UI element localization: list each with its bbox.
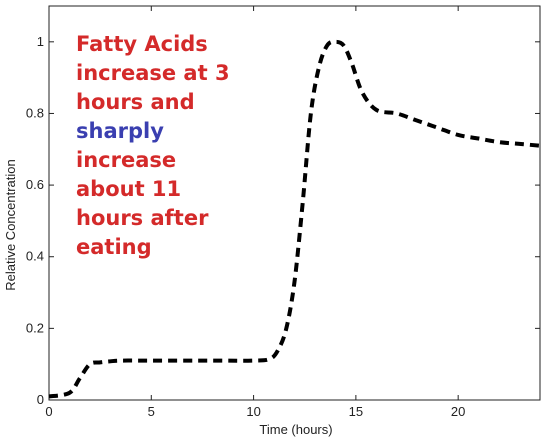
chart-annotation: Fatty Acids increase at 3 hours and shar… (76, 30, 256, 262)
y-tick-label: 0 (37, 392, 44, 407)
annotation-line: about 11 (76, 177, 182, 201)
x-tick-label: 0 (45, 404, 52, 419)
annotation-line: hours and (76, 90, 195, 114)
annotation-line: increase (76, 148, 177, 172)
annotation-line: eating (76, 235, 152, 259)
ticks: 0 5 10 15 20 0 0.2 0.4 0.6 0.8 1 (26, 6, 540, 419)
series-line (48, 39, 541, 399)
y-axis-label: Relative Concentration (3, 159, 18, 291)
annotation-emphasis: sharply (76, 119, 164, 143)
annotation-line: hours after (76, 206, 209, 230)
axes (48, 5, 541, 401)
x-tick-label: 15 (349, 404, 363, 419)
x-tick-label: 20 (451, 404, 465, 419)
series (48, 39, 541, 399)
x-tick-label: 5 (148, 404, 155, 419)
annotation-line: Fatty Acids (76, 32, 208, 56)
x-tick-label: 10 (246, 404, 260, 419)
y-tick-label: 0.8 (26, 105, 44, 120)
y-tick-label: 1 (37, 34, 44, 49)
y-tick-label: 0.4 (26, 249, 44, 264)
x-axis-label: Time (hours) (259, 422, 332, 437)
y-tick-label: 0.2 (26, 320, 44, 335)
annotation-line: increase at 3 (76, 61, 230, 85)
y-tick-label: 0.6 (26, 177, 44, 192)
plot-frame (48, 5, 541, 401)
